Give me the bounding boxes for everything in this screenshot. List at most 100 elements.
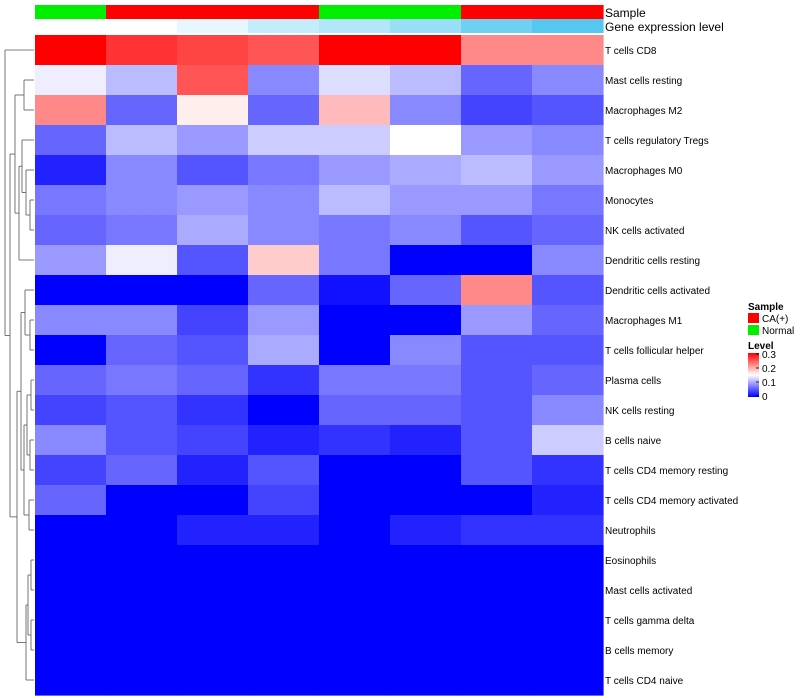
row-label: T cells CD4 naive [605,676,684,687]
heatmap-cell [532,155,604,186]
heatmap-cell [461,125,533,156]
heatmap-cell [319,95,391,126]
legend-tick-label: 0.3 [762,350,776,361]
row-label: NK cells resting [605,406,674,417]
heatmap-cell [248,65,320,96]
sample-annotation-cell [106,5,178,19]
heatmap-cell [461,665,533,696]
heatmap-cell [106,95,178,126]
heatmap-cell [35,185,107,216]
row-label: T cells gamma delta [605,616,695,627]
heatmap-cell [390,215,462,246]
row-label: Dendritic cells activated [605,286,710,297]
heatmap-cell [35,125,107,156]
heatmap-cell [177,215,249,246]
heatmap-cell [106,455,178,486]
row-label: T cells CD8 [605,46,657,57]
heatmap-cell [390,125,462,156]
heatmap-cell [106,65,178,96]
heatmap-cell [390,185,462,216]
heatmap-cell [248,575,320,606]
row-label: T cells regulatory Tregs [605,136,709,147]
heatmap-cell [248,275,320,306]
heatmap-cell [461,425,533,456]
heatmap-cell [177,665,249,696]
heatmap-cell [390,545,462,576]
heatmap-cell [177,635,249,666]
gene-expression-annotation-cell [461,19,533,33]
sample-annotation-cell [177,5,249,19]
heatmap-cell [248,155,320,186]
heatmap-cell [461,395,533,426]
heatmap-cell [532,365,604,396]
heatmap-cell [248,335,320,366]
heatmap-cell [319,395,391,426]
heatmap-cell [248,545,320,576]
legend-tick-label: 0.2 [762,364,776,375]
heatmap-cell [461,65,533,96]
heatmap-cell [248,365,320,396]
heatmap-cell [319,515,391,546]
heatmap-cell [532,395,604,426]
heatmap-cell [177,485,249,516]
heatmap-cell [177,65,249,96]
heatmap-cell [35,395,107,426]
sample-annotation-cell [532,5,604,19]
heatmap-cell [532,65,604,96]
heatmap-cell [319,425,391,456]
heatmap-cell [177,545,249,576]
heatmap-cell [319,245,391,276]
heatmap-cell [248,305,320,336]
sample-annotation-cell [461,5,533,19]
heatmap-cell [177,245,249,276]
heatmap-cell [461,635,533,666]
heatmap-cell [177,155,249,186]
heatmap-cell [532,335,604,366]
heatmap-cell [390,155,462,186]
heatmap-cell [319,455,391,486]
heatmap-cell [532,425,604,456]
heatmap-cell [461,245,533,276]
heatmap-cell [35,155,107,186]
heatmap-cell [177,605,249,636]
heatmap-cell [532,275,604,306]
heatmap-cell [248,125,320,156]
heatmap-cell [106,605,178,636]
heatmap-cell [319,485,391,516]
row-labels: T cells CD8 Mast cells resting Macrophages… [605,46,738,687]
heatmap-cell [319,665,391,696]
heatmap-cell [248,395,320,426]
gene-expression-annotation-cell [532,19,604,33]
heatmap-cell [106,215,178,246]
heatmap-cell [106,395,178,426]
heatmap-cell [461,275,533,306]
heatmap-cell [177,425,249,456]
heatmap-cell [390,575,462,606]
row-dendrogram [4,49,34,681]
row-label: Monocytes [605,196,653,207]
heatmap-cell [532,185,604,216]
heatmap-cells [35,35,604,696]
gene-expression-annotation-cell [319,19,391,33]
heatmap-cell [177,35,249,66]
heatmap-cell [106,575,178,606]
heatmap-cell [35,305,107,336]
heatmap-cell [35,275,107,306]
heatmap-cell [390,365,462,396]
row-label: Plasma cells [605,376,661,387]
row-label: T cells CD4 memory activated [605,496,738,507]
legend-level-title: Level [748,341,774,352]
heatmap-cell [177,455,249,486]
heatmap-cell [461,95,533,126]
heatmap-cell [532,575,604,606]
heatmap-cell [319,125,391,156]
heatmap-cell [106,485,178,516]
heatmap-cell [390,275,462,306]
heatmap-cell [248,95,320,126]
heatmap-cell [35,515,107,546]
heatmap-cell [390,605,462,636]
heatmap-cell [461,605,533,636]
heatmap-cell [319,335,391,366]
heatmap-cell [106,665,178,696]
heatmap-cell [106,545,178,576]
